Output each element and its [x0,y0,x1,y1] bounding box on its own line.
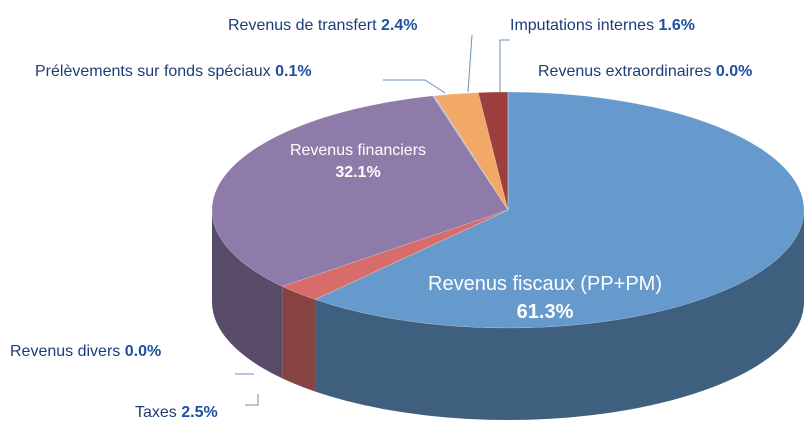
value-label: 0.0% [715,63,753,80]
slice-side [315,210,804,420]
value-label: 0.1% [275,63,312,80]
slice-side [212,210,283,379]
value-label: 1.6% [658,17,695,34]
leader-lines [235,34,510,406]
value-label: 2.5% [181,404,218,421]
pie-sides [212,210,804,420]
category-name: Revenus financiers [289,142,427,159]
leader-line [467,34,473,93]
category-name: Taxes [135,404,177,421]
slice [432,95,509,211]
category-name: Revenus fiscaux (PP+PM) [428,273,662,295]
slice-label: Revenus de transfert 2.4% [228,17,417,35]
slice-label: Revenus divers 0.0% [10,343,161,361]
slice-label: Revenus extraordinaires 0.0% [538,63,752,81]
slice [314,91,805,329]
slice [477,91,509,211]
slice [211,95,509,287]
slice-label: Revenus fiscaux (PP+PM) 61.3% [395,270,695,326]
category-name: Revenus de transfert [228,17,377,34]
slice [281,209,509,300]
category-name: Revenus divers [10,343,121,360]
value-label: 2.4% [380,17,418,34]
category-name: Prélèvements sur fonds spéciaux [35,63,271,80]
slice [433,92,509,211]
value-label: 61.3% [516,301,574,323]
slice-label: Imputations internes 1.6% [510,17,695,35]
slice-label: Prélèvements sur fonds spéciaux 0.1% [35,63,312,81]
leader-line [383,79,446,94]
pie-tops [211,91,805,329]
value-label: 32.1% [335,164,381,182]
slice-label: Taxes 2.5% [135,404,218,422]
leader-line [499,39,510,92]
value-label: 0.0% [124,343,162,360]
leader-line [245,394,259,406]
slice-side [282,286,316,392]
category-name: Revenus extraordinaires [538,63,712,80]
slice-label: Revenus financiers 32.1% [288,140,428,185]
category-name: Imputations internes [510,17,655,34]
